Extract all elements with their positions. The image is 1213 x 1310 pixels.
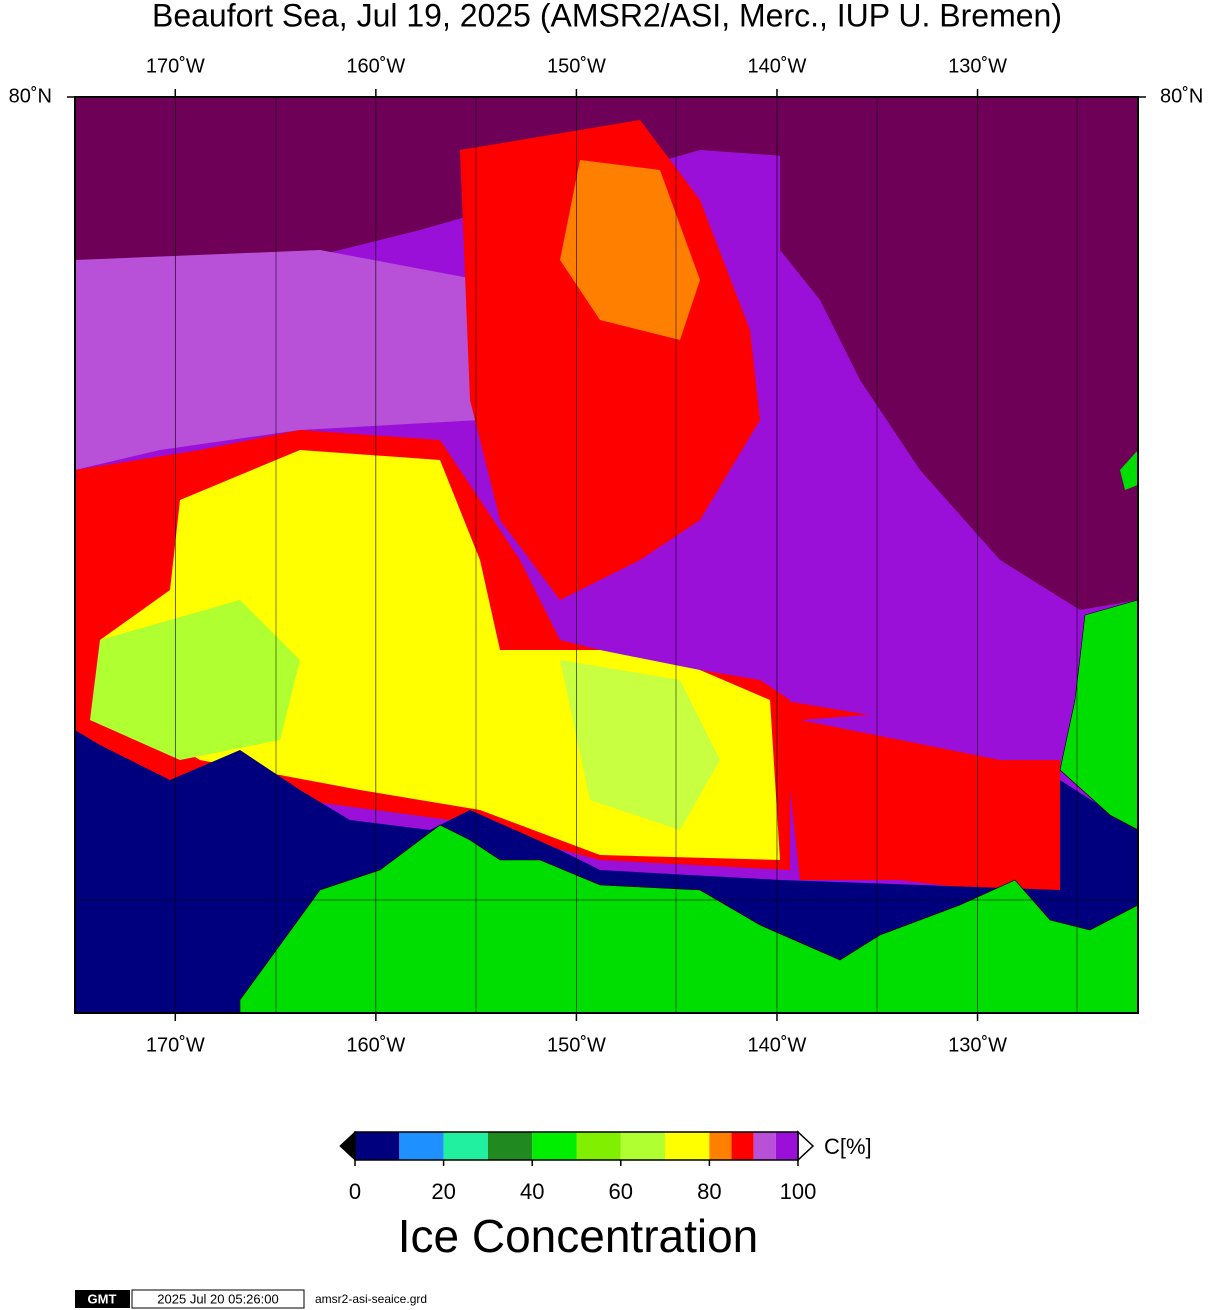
lat-label: 80˚N <box>9 85 52 107</box>
ice-red <box>780 700 1060 900</box>
colorbar-bin <box>753 1132 776 1160</box>
colorbar-title: Ice Concentration <box>398 1210 759 1262</box>
lon-label-bottom: 170˚W <box>146 1034 205 1056</box>
ice-yg <box>560 660 720 830</box>
lon-label-top: 170˚W <box>146 55 205 77</box>
ice-orange <box>560 160 700 340</box>
colorbar-tick-label: 40 <box>520 1179 544 1204</box>
under-arrow <box>339 1130 356 1162</box>
lon-label-top: 130˚W <box>948 55 1007 77</box>
lon-label-top: 140˚W <box>748 55 807 77</box>
colorbar-tick-label: 60 <box>609 1179 633 1204</box>
colorbar: 0 20 40 60 80 100 C[%] <box>339 1130 872 1204</box>
logo: GMT <box>88 1291 117 1306</box>
colorbar-bin <box>775 1132 798 1160</box>
lon-label-top: 150˚W <box>547 55 606 77</box>
colorbar-bin <box>576 1132 621 1160</box>
title: Beaufort Sea, Jul 19, 2025 (AMSR2/ASI, M… <box>152 0 1062 33</box>
land <box>1120 450 1138 490</box>
colorbar-tick-label: 100 <box>780 1179 817 1204</box>
timestamp: 2025 Jul 20 05:26:00 <box>157 1291 278 1306</box>
filename: amsr2-asi-seaice.grd <box>315 1292 427 1306</box>
colorbar-bin <box>665 1132 710 1160</box>
lon-label-top: 160˚W <box>346 55 405 77</box>
meridians <box>174 97 978 1013</box>
lon-label-bottom: 160˚W <box>346 1034 405 1056</box>
colorbar-frame <box>354 1131 799 1161</box>
colorbar-unit: C[%] <box>824 1134 872 1159</box>
colorbar-bin <box>355 1132 400 1160</box>
land <box>1059 599 1138 831</box>
colorbar-bin <box>709 1132 732 1160</box>
map-frame <box>74 96 1139 1014</box>
timestamp-box <box>131 1289 305 1309</box>
lon-label-bottom: 130˚W <box>948 1034 1007 1056</box>
colorbar-bin <box>731 1132 754 1160</box>
colorbar-bin <box>443 1132 488 1160</box>
colorbar-tick-label: 80 <box>697 1179 721 1204</box>
colorbar-bin <box>532 1132 577 1160</box>
lon-label-bottom: 150˚W <box>547 1034 606 1056</box>
ice-map <box>75 97 1138 1013</box>
land <box>239 824 1138 1013</box>
graticule <box>75 97 1138 1013</box>
colorbar-bin <box>487 1132 533 1160</box>
over-arrow <box>797 1130 815 1162</box>
colorbar-bin <box>620 1132 666 1160</box>
logo-box <box>75 1290 130 1308</box>
lon-label-bottom: 140˚W <box>748 1034 807 1056</box>
ice-mix <box>75 250 480 470</box>
colorbar-tick-label: 20 <box>431 1179 455 1204</box>
ice-yg <box>90 600 300 760</box>
axes: 170˚W 170˚W 160˚W 160˚W 150˚W 150˚W 140˚W 140˚W… <box>9 55 1204 1056</box>
ice-base <box>800 620 1090 760</box>
lat-label: 80˚N <box>1160 85 1203 107</box>
colorbar-tick-label: 0 <box>349 1179 361 1204</box>
colorbar-bin <box>399 1132 444 1160</box>
ice-thick <box>780 97 1138 610</box>
